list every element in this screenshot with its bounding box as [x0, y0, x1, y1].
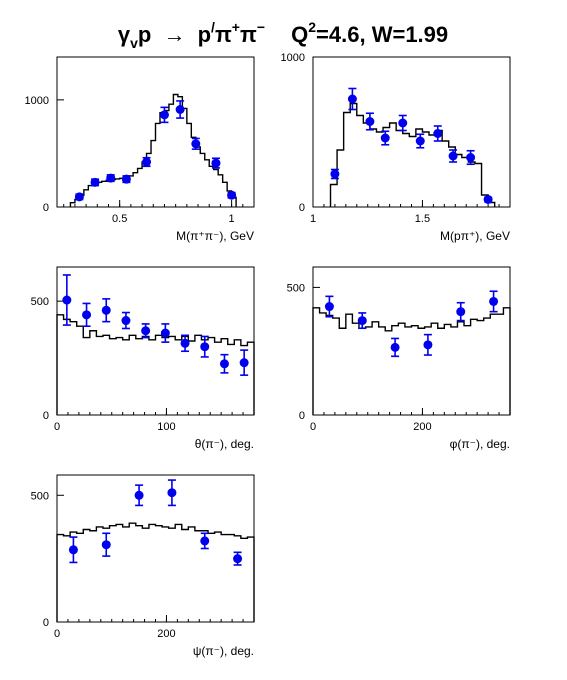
data-point — [106, 173, 116, 183]
data-point — [239, 349, 249, 376]
data-point — [101, 298, 111, 323]
x-axis-label: M(pπ⁺), GeV — [440, 229, 510, 243]
data-point — [121, 311, 131, 330]
data-point — [167, 479, 177, 507]
x-tick-label: 0 — [54, 421, 60, 433]
mc-histogram — [56, 314, 255, 415]
data-point — [82, 302, 92, 328]
data-point — [398, 114, 408, 132]
title-text: γvp → p/π+π− Q2=4.6, W=1.99 — [118, 14, 448, 51]
data-point — [456, 301, 466, 322]
data-point — [433, 125, 443, 142]
data-point — [330, 168, 340, 180]
data-point — [347, 87, 357, 111]
data-point — [62, 274, 72, 326]
data-point — [390, 337, 400, 358]
data-point — [466, 149, 476, 166]
data-point — [90, 177, 100, 187]
data-point — [175, 100, 185, 119]
data-point — [134, 484, 144, 507]
plot-frame — [312, 266, 511, 416]
data-point — [233, 551, 243, 566]
data-point — [483, 195, 493, 204]
x-tick-label: 200 — [413, 421, 431, 433]
y-tick-label: 1000 — [281, 52, 305, 64]
mc-histogram — [312, 307, 511, 415]
panel-phi-pi: 0 200 0 500 φ(π⁻), deg. — [287, 266, 511, 451]
y-tick-label: 500 — [31, 296, 49, 308]
x-tick-label: 0.5 — [112, 213, 127, 225]
x-axis-label: M(π⁺π⁻), GeV — [176, 229, 254, 243]
data-point — [74, 192, 84, 202]
data-point — [200, 335, 210, 358]
panel-theta-pi: 0 100 0 500 θ(π⁻), deg. — [31, 266, 255, 451]
data-point — [423, 333, 433, 356]
data-point — [101, 532, 111, 557]
x-tick-label: 200 — [157, 628, 175, 640]
x-tick-label: 1 — [229, 213, 235, 225]
y-tick-label: 500 — [287, 282, 305, 294]
data-point — [365, 112, 375, 131]
data-point — [489, 290, 499, 313]
data-point — [227, 190, 237, 200]
data-point — [380, 130, 390, 146]
panel-psi-pi: 0 200 0 500 ψ(π⁻), deg. — [31, 474, 255, 658]
data-point — [448, 149, 458, 163]
x-axis-label: φ(π⁻), deg. — [450, 437, 510, 451]
data-point — [142, 156, 152, 168]
data-point — [200, 532, 210, 550]
data-point — [121, 174, 131, 184]
data-point — [191, 137, 201, 150]
plot-frame — [56, 474, 255, 623]
y-tick-label: 0 — [43, 410, 49, 422]
data-point — [68, 536, 78, 564]
data-point — [141, 323, 151, 339]
plot-frame — [56, 266, 255, 416]
data-point — [211, 157, 221, 169]
mc-histogram — [69, 93, 237, 207]
data-point — [159, 106, 169, 124]
x-tick-label: 1 — [310, 213, 316, 225]
plot-title: γvp → p/π+π− Q2=4.6, W=1.99 — [0, 14, 567, 54]
data-point — [219, 353, 229, 374]
x-tick-label: 100 — [157, 421, 175, 433]
data-point — [180, 334, 190, 353]
mc-histogram — [56, 522, 255, 622]
data-point — [357, 312, 367, 330]
x-axis-label: θ(π⁻), deg. — [195, 437, 254, 451]
panel-m-pipi: 0.5 1 0 1000 M(π⁺π⁻), GeV — [25, 56, 255, 243]
y-tick-label: 500 — [31, 490, 49, 502]
x-tick-label: 1.5 — [415, 213, 430, 225]
data-point — [415, 133, 425, 149]
x-axis-label: ψ(π⁻), deg. — [193, 644, 254, 658]
panel-m-ppi: 1 1.5 0 1000 M(pπ⁺), GeV — [281, 52, 511, 243]
y-tick-label: 0 — [43, 617, 49, 629]
plot-frame — [312, 56, 511, 208]
x-tick-label: 0 — [54, 628, 60, 640]
plot-frame — [56, 56, 255, 208]
y-tick-label: 0 — [299, 202, 305, 214]
data-point — [160, 323, 170, 343]
data-point — [324, 295, 334, 318]
y-tick-label: 0 — [43, 202, 49, 214]
y-tick-label: 1000 — [25, 95, 49, 107]
y-tick-label: 0 — [299, 410, 305, 422]
x-tick-label: 0 — [310, 421, 316, 433]
